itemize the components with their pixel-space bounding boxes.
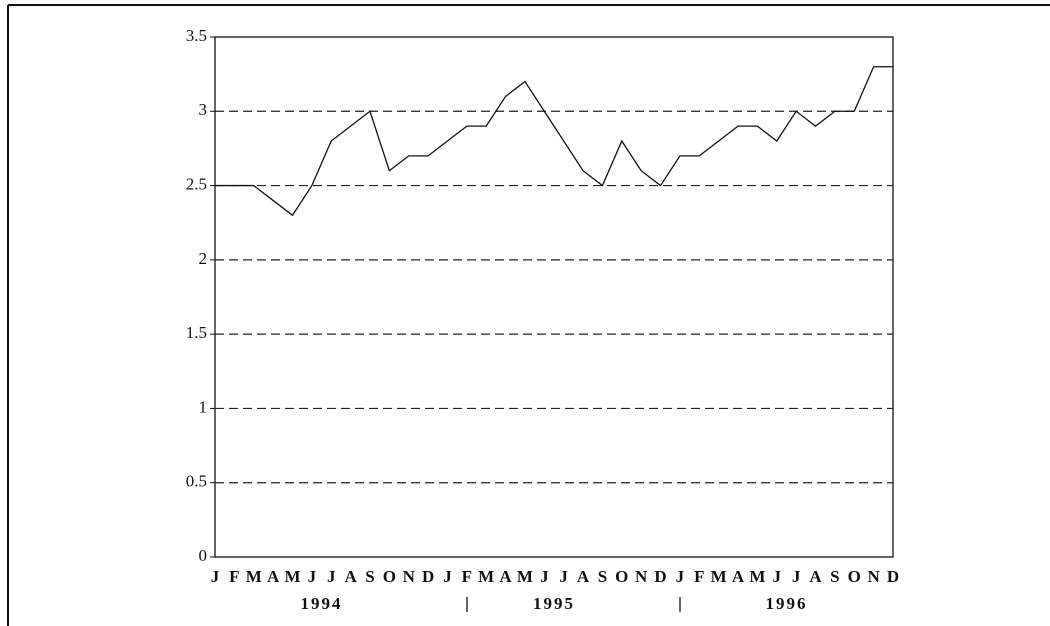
- x-tick-label: J: [559, 567, 568, 586]
- x-tick-label: J: [540, 567, 549, 586]
- x-tick-label: D: [887, 567, 899, 586]
- x-tick-label: M: [517, 567, 533, 586]
- x-tick-label: M: [749, 567, 765, 586]
- x-tick-label: S: [830, 567, 839, 586]
- x-tick-label: F: [229, 567, 239, 586]
- x-tick-label: A: [577, 567, 590, 586]
- x-tick-label: N: [635, 567, 648, 586]
- x-tick-label: D: [654, 567, 666, 586]
- y-tick-label: 0.5: [186, 472, 207, 491]
- x-tick-label: J: [211, 567, 220, 586]
- x-tick-label: O: [848, 567, 861, 586]
- year-label: 1996: [765, 594, 807, 613]
- x-tick-label: M: [246, 567, 262, 586]
- x-tick-label: A: [809, 567, 822, 586]
- x-tick-label: O: [615, 567, 628, 586]
- plot-frame: [214, 36, 894, 558]
- x-tick-label: M: [711, 567, 727, 586]
- x-tick-label: S: [365, 567, 374, 586]
- x-tick-label: A: [732, 567, 745, 586]
- y-tick-label: 1: [199, 397, 208, 416]
- data-line: [215, 66, 893, 217]
- y-tick-label: 2: [199, 249, 208, 268]
- x-tick-label: M: [284, 567, 300, 586]
- x-tick-label: F: [462, 567, 472, 586]
- year-label: 1994: [301, 594, 343, 613]
- x-tick-label: J: [327, 567, 336, 586]
- x-tick-label: A: [499, 567, 512, 586]
- x-tick-label: S: [598, 567, 607, 586]
- x-tick-label: D: [422, 567, 434, 586]
- x-tick-label: J: [443, 567, 452, 586]
- year-label: 1995: [533, 594, 575, 613]
- y-tick-label: 3: [199, 100, 208, 119]
- x-tick-label: J: [792, 567, 801, 586]
- x-tick-label: N: [867, 567, 880, 586]
- x-tick-label: O: [383, 567, 396, 586]
- x-tick-label: A: [344, 567, 357, 586]
- x-tick-label: J: [773, 567, 782, 586]
- x-tick-label: F: [694, 567, 704, 586]
- x-tick-label: A: [267, 567, 280, 586]
- y-tick-label: 2.5: [186, 174, 207, 193]
- y-tick-label: 3.5: [186, 26, 207, 45]
- y-tick-label: 1.5: [186, 323, 207, 342]
- x-tick-label: M: [478, 567, 494, 586]
- x-tick-label: J: [308, 567, 317, 586]
- x-tick-label: N: [403, 567, 416, 586]
- x-tick-label: J: [676, 567, 685, 586]
- y-tick-label: 0: [199, 546, 208, 565]
